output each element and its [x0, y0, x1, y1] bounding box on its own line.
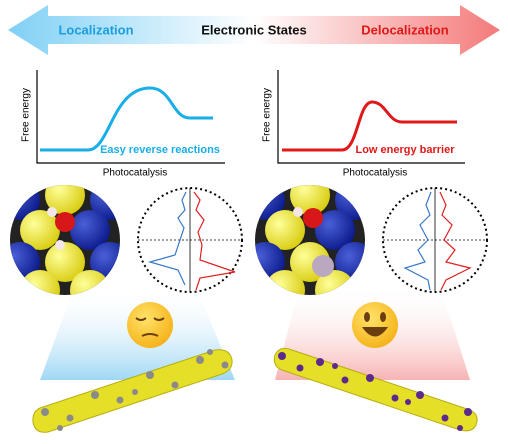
- left-plot: Free energy Photocatalysis Easy reverse …: [21, 70, 225, 179]
- right-label: Delocalization: [361, 22, 448, 37]
- note: Easy reverse reactions: [100, 144, 220, 156]
- nanorod: [273, 347, 478, 432]
- sad-emoji: [127, 302, 173, 348]
- double-arrow: [8, 5, 500, 55]
- dos-inset: [382, 187, 488, 293]
- dos-inset: [137, 187, 243, 293]
- right-plot: Free energy Photocatalysis Low energy ba…: [262, 70, 465, 179]
- note: Low energy barrier: [355, 144, 455, 156]
- x-label: Photocatalysis: [103, 168, 167, 179]
- happy-emoji: [352, 302, 398, 348]
- nanorod: [32, 349, 233, 433]
- left-label: Localization: [58, 22, 133, 37]
- y-label: Free energy: [21, 88, 32, 142]
- x-label: Photocatalysis: [343, 168, 407, 179]
- y-label: Free energy: [262, 88, 273, 142]
- center-label: Electronic States: [201, 22, 307, 37]
